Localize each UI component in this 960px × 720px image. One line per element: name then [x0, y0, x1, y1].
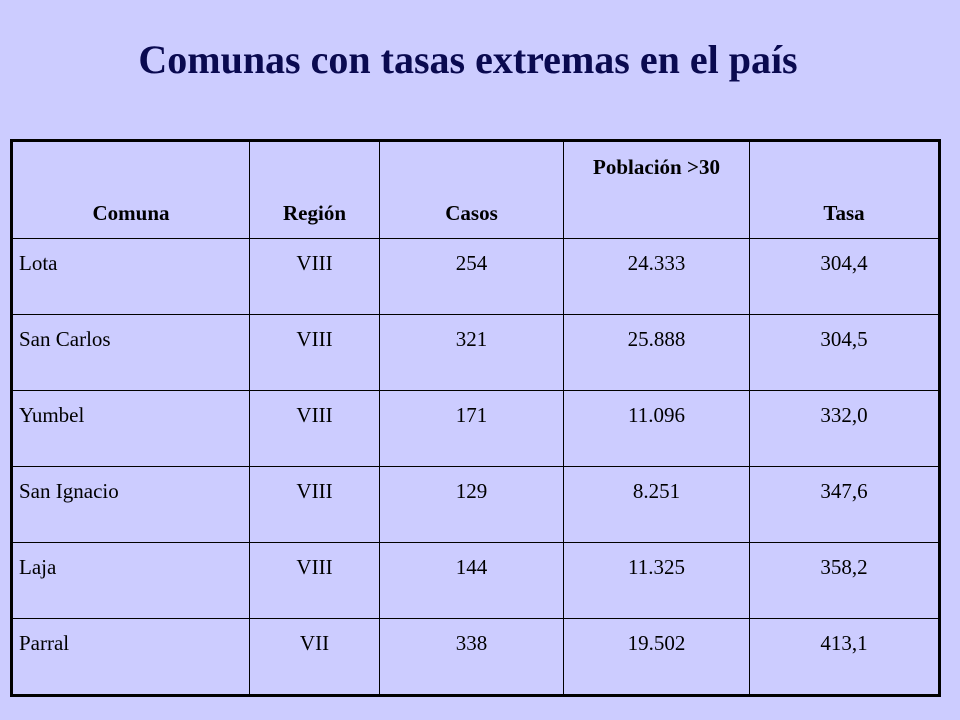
cell-region: VIII [249, 238, 380, 315]
cell-tasa: 358,2 [749, 542, 940, 619]
cell-poblacion: 11.325 [563, 542, 750, 619]
data-table: Comuna Región Casos Población >30 Tasa L… [10, 139, 941, 697]
cell-casos: 144 [379, 542, 564, 619]
cell-tasa: 304,4 [749, 238, 940, 315]
cell-casos: 129 [379, 466, 564, 543]
table-row: Yumbel VIII 171 11.096 332,0 [11, 390, 940, 467]
cell-comuna: San Carlos [11, 314, 250, 391]
cell-tasa: 413,1 [749, 618, 940, 696]
cell-comuna: San Ignacio [11, 466, 250, 543]
header-comuna: Comuna [11, 140, 250, 239]
table-row: Lota VIII 254 24.333 304,4 [11, 238, 940, 315]
table-row: Parral VII 338 19.502 413,1 [11, 618, 940, 696]
cell-poblacion: 11.096 [563, 390, 750, 467]
slide-title: Comunas con tasas extremas en el país [138, 37, 798, 82]
cell-poblacion: 25.888 [563, 314, 750, 391]
header-casos: Casos [379, 140, 564, 239]
cell-comuna: Parral [11, 618, 250, 696]
header-region: Región [249, 140, 380, 239]
table-row: San Ignacio VIII 129 8.251 347,6 [11, 466, 940, 543]
cell-tasa: 304,5 [749, 314, 940, 391]
table-row: Laja VIII 144 11.325 358,2 [11, 542, 940, 619]
table-header-row: Comuna Región Casos Población >30 Tasa [11, 140, 940, 239]
cell-poblacion: 19.502 [563, 618, 750, 696]
header-poblacion: Población >30 [563, 140, 750, 239]
cell-comuna: Yumbel [11, 390, 250, 467]
cell-comuna: Lota [11, 238, 250, 315]
cell-region: VIII [249, 466, 380, 543]
cell-region: VIII [249, 390, 380, 467]
cell-casos: 254 [379, 238, 564, 315]
cell-region: VII [249, 618, 380, 696]
cell-casos: 338 [379, 618, 564, 696]
cell-comuna: Laja [11, 542, 250, 619]
cell-tasa: 347,6 [749, 466, 940, 543]
cell-region: VIII [249, 314, 380, 391]
cell-tasa: 332,0 [749, 390, 940, 467]
cell-region: VIII [249, 542, 380, 619]
cell-poblacion: 24.333 [563, 238, 750, 315]
cell-casos: 321 [379, 314, 564, 391]
cell-casos: 171 [379, 390, 564, 467]
cell-poblacion: 8.251 [563, 466, 750, 543]
header-tasa: Tasa [749, 140, 940, 239]
table-row: San Carlos VIII 321 25.888 304,5 [11, 314, 940, 391]
